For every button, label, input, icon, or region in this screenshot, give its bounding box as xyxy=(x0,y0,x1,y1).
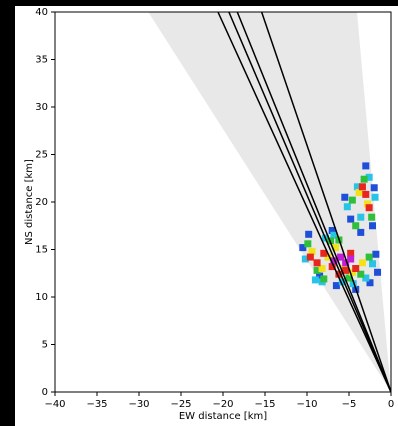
echo-point xyxy=(307,254,314,261)
y-tick-label: 10 xyxy=(35,292,48,303)
echo-point xyxy=(368,214,375,221)
y-tick-label: 35 xyxy=(35,55,48,66)
echo-point xyxy=(361,176,368,183)
y-tick-label: 0 xyxy=(42,387,48,398)
chart: −40 −35 −30 −25 −20 −15 −10 −5 0 0 5 10 15 20 25 30 35 40… xyxy=(0,0,398,426)
echo-point xyxy=(371,184,378,191)
echo-point xyxy=(372,194,379,201)
y-tick-label: 25 xyxy=(35,150,48,161)
x-tick-label: −15 xyxy=(254,399,275,410)
x-tick-label: 0 xyxy=(388,399,394,410)
x-tick-label: −35 xyxy=(86,399,107,410)
echo-point xyxy=(304,240,311,247)
echo-point xyxy=(347,256,354,263)
x-tick-label: −5 xyxy=(342,399,357,410)
x-tick-label: −25 xyxy=(170,399,191,410)
left-strip xyxy=(0,0,15,426)
echo-point xyxy=(352,265,359,272)
x-tick-label: −40 xyxy=(44,399,65,410)
echo-point xyxy=(366,254,373,261)
x-tick-label: −20 xyxy=(212,399,233,410)
x-axis-label: EW distance [km] xyxy=(179,411,267,422)
echo-point xyxy=(314,259,321,266)
echo-point xyxy=(359,259,366,266)
echo-point xyxy=(352,222,359,229)
x-tick-label: −30 xyxy=(128,399,149,410)
y-axis-label: NS distance [km] xyxy=(24,159,35,245)
x-tick-label: −10 xyxy=(296,399,317,410)
plot: −40 −35 −30 −25 −20 −15 −10 −5 0 0 5 10 15 20 25 30 35 40 xyxy=(35,7,394,410)
y-tick-label: 30 xyxy=(35,102,48,113)
y-tick-label: 5 xyxy=(42,340,48,351)
echo-point xyxy=(357,229,364,236)
echo-point xyxy=(349,197,356,204)
echo-point xyxy=(344,203,351,210)
top-strip xyxy=(0,0,398,6)
echo-point xyxy=(341,194,348,201)
echo-point xyxy=(312,276,319,283)
echo-point xyxy=(362,191,369,198)
y-tick-label: 15 xyxy=(35,245,48,256)
echo-point xyxy=(366,204,373,211)
y-tick-label: 40 xyxy=(35,7,48,18)
echo-point xyxy=(369,222,376,229)
echo-point xyxy=(372,251,379,258)
echo-point xyxy=(320,275,327,282)
echo-point xyxy=(374,269,381,276)
echo-point xyxy=(362,162,369,169)
echo-point xyxy=(359,183,366,190)
echo-point xyxy=(369,260,376,267)
echo-point xyxy=(347,216,354,223)
plot-area xyxy=(148,12,391,392)
echo-point xyxy=(305,231,312,238)
y-tick-label: 20 xyxy=(35,197,48,208)
echo-point xyxy=(357,214,364,221)
